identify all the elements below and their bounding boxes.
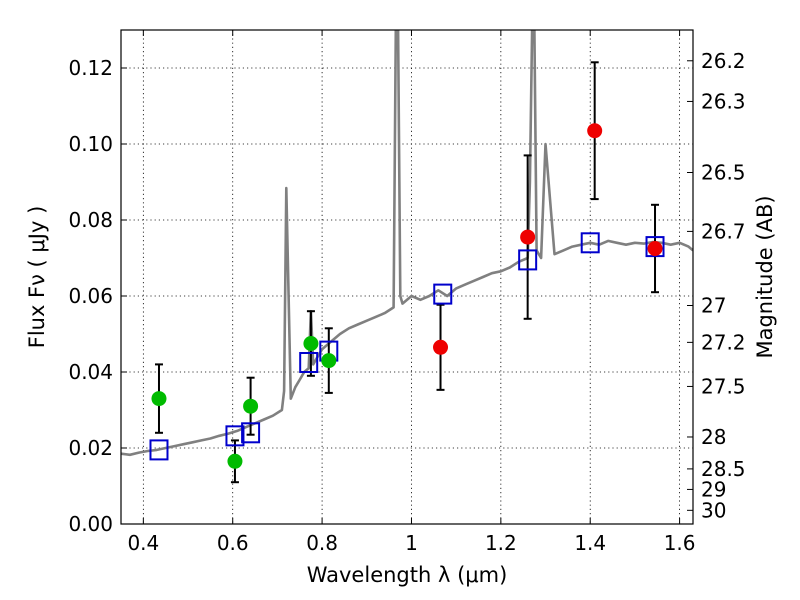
y-tick-label: 0.06 bbox=[68, 284, 113, 308]
model-square bbox=[518, 249, 538, 271]
observed-points bbox=[151, 123, 663, 469]
x-tick-label: 1.4 bbox=[574, 531, 606, 555]
template-spectrum-line bbox=[121, 30, 693, 457]
axis-ticks bbox=[121, 30, 693, 525]
x-tick-label: 0.8 bbox=[306, 531, 338, 555]
y-tick-label: 0.12 bbox=[68, 56, 113, 80]
right-tick-label: 26.5 bbox=[701, 161, 746, 185]
x-axis-label: Wavelength λ (μm) bbox=[307, 563, 508, 587]
model-squares bbox=[149, 232, 665, 461]
y-axis-label-left: Flux Fν ( μJy ) bbox=[25, 206, 49, 349]
red-point bbox=[520, 229, 536, 245]
tick-labels: 0.4 0.6 0.8 1 1.2 1.4 1.6 0.00 0.02 0.04 0.06 0.08 0… bbox=[68, 49, 745, 555]
y-tick-label: 0.04 bbox=[68, 360, 113, 384]
green-point bbox=[227, 453, 243, 469]
model-square bbox=[225, 425, 245, 447]
model-square bbox=[645, 236, 665, 258]
right-tick-label: 28.5 bbox=[701, 457, 746, 481]
y-axis-label-right: Magnitude (AB) bbox=[753, 195, 777, 358]
y-tick-label: 0.10 bbox=[68, 132, 113, 156]
x-tick-label: 0.6 bbox=[217, 531, 249, 555]
right-tick-label: 27 bbox=[701, 294, 726, 318]
green-point bbox=[243, 398, 259, 414]
model-square bbox=[433, 283, 453, 305]
error-bars bbox=[154, 61, 660, 484]
green-point bbox=[303, 336, 319, 351]
right-tick-label: 26.2 bbox=[701, 49, 746, 73]
plot-frame bbox=[120, 29, 694, 525]
grid bbox=[121, 30, 693, 525]
red-point bbox=[587, 123, 603, 139]
model-square bbox=[149, 439, 169, 461]
right-tick-label: 28 bbox=[701, 425, 726, 449]
x-tick-label: 1 bbox=[405, 531, 418, 555]
right-tick-label: 29 bbox=[701, 477, 726, 501]
right-tick-label: 27.2 bbox=[701, 330, 746, 354]
x-tick-label: 1.6 bbox=[664, 531, 696, 555]
x-tick-label: 0.4 bbox=[127, 531, 159, 555]
green-point bbox=[321, 353, 337, 369]
y-tick-label: 0.00 bbox=[68, 512, 113, 536]
right-tick-label: 26.7 bbox=[701, 219, 746, 243]
right-tick-label: 30 bbox=[701, 498, 726, 522]
model-square bbox=[299, 352, 319, 373]
y-tick-label: 0.08 bbox=[68, 208, 113, 232]
right-tick-label: 27.5 bbox=[701, 374, 746, 398]
model-square bbox=[580, 232, 600, 254]
y-tick-label: 0.02 bbox=[68, 436, 113, 460]
green-point bbox=[151, 391, 167, 407]
red-point bbox=[433, 339, 449, 355]
template-spectrum bbox=[121, 30, 693, 457]
x-tick-label: 1.2 bbox=[485, 531, 517, 555]
red-point bbox=[647, 241, 663, 256]
model-square bbox=[241, 422, 261, 444]
right-tick-label: 26.3 bbox=[701, 89, 746, 113]
